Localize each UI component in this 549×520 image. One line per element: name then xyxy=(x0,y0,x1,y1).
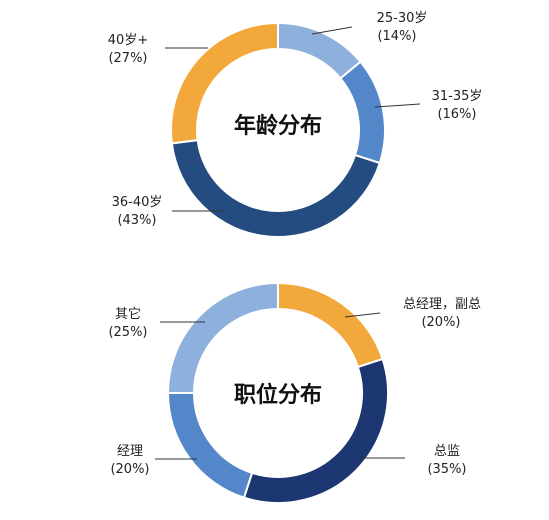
label-31-35: 31-35岁 xyxy=(432,89,483,104)
leader-line-gm xyxy=(344,312,381,318)
label-other: 其它 xyxy=(115,306,141,322)
slice-position-1 xyxy=(242,357,389,504)
label-25-30: 25-30岁 xyxy=(377,11,428,26)
slice-position-0 xyxy=(277,281,384,369)
age-distribution-donut: 年龄分布 25-30岁 (14%) 31-35岁 (16%) 36-40岁 (4… xyxy=(108,11,483,238)
value-31-35: (16%) xyxy=(437,107,476,122)
value-gm: (20%) xyxy=(421,315,460,330)
value-manager: (20%) xyxy=(110,462,149,477)
label-40plus: 40岁+ xyxy=(108,33,148,48)
value-director: (35%) xyxy=(427,462,466,477)
slice-age-0 xyxy=(277,21,362,80)
label-gm: 总经理，副总 xyxy=(403,297,481,312)
leader-line-25-30 xyxy=(311,26,353,35)
label-manager: 经理 xyxy=(117,444,143,459)
leader-line-31-35 xyxy=(374,103,421,108)
slice-age-1 xyxy=(339,60,386,165)
value-36-40: (43%) xyxy=(117,213,156,228)
position-distribution-donut: 职位分布 总经理，副总 (20%) 总监 (35%) 经理 (20%) 其它 (… xyxy=(108,281,481,504)
slice-position-2 xyxy=(166,392,254,499)
slice-position-3 xyxy=(166,281,279,394)
slice-age-2 xyxy=(170,139,382,238)
value-40plus: (27%) xyxy=(108,51,147,66)
position-chart-title: 职位分布 xyxy=(234,382,322,408)
label-36-40: 36-40岁 xyxy=(112,195,163,210)
age-chart-title: 年龄分布 xyxy=(234,113,322,139)
value-other: (25%) xyxy=(108,325,147,340)
label-director: 总监 xyxy=(434,444,460,459)
slice-age-3 xyxy=(170,21,279,145)
value-25-30: (14%) xyxy=(377,29,416,44)
